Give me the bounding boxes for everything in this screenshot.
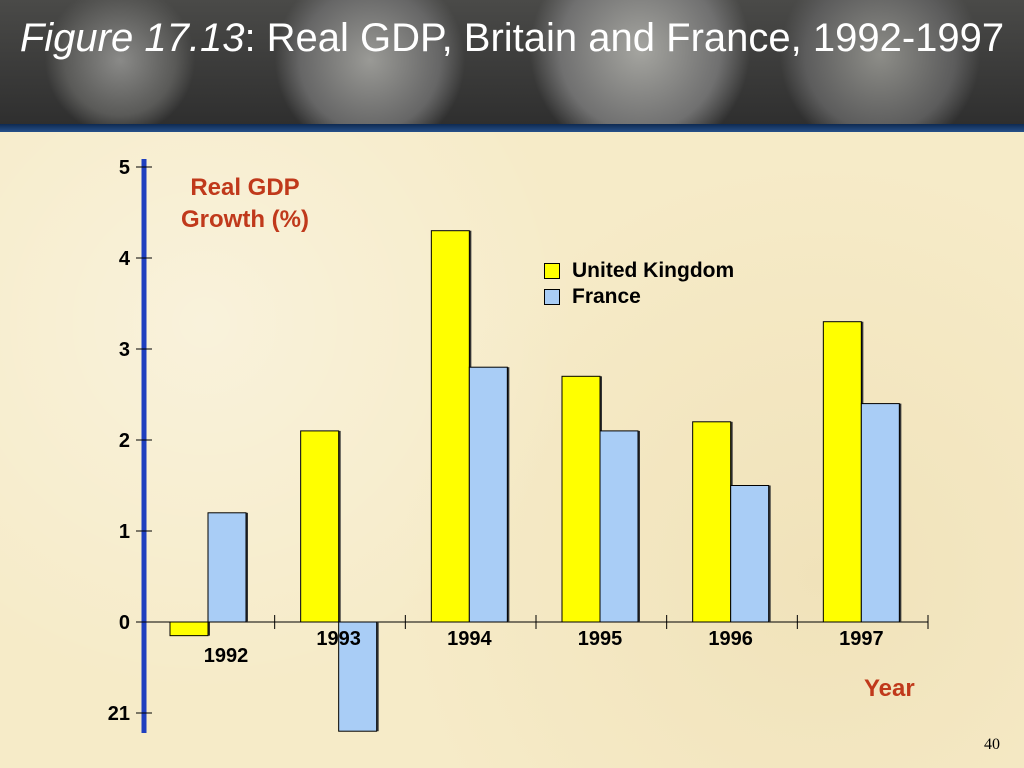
title-text: : Real GDP, Britain and France, 1992-199…: [244, 16, 1005, 60]
slide-title: Figure 17.13: Real GDP, Britain and Fran…: [0, 14, 1024, 62]
x-tick-label: 1997: [839, 628, 884, 650]
legend-swatch-uk: [544, 263, 560, 279]
y-tick-label: 1: [119, 521, 130, 543]
x-tick-label: 1994: [447, 628, 492, 650]
page-number: 40: [984, 736, 1000, 753]
bar-france-1994: [468, 366, 508, 623]
bar-france-1997: [860, 403, 900, 623]
bar-uk-1995: [561, 375, 601, 623]
x-tick-label: 1996: [708, 628, 753, 650]
y-axis-label: Real GDP Growth (%): [181, 174, 309, 233]
x-tick-label: 1995: [578, 628, 623, 650]
y-tick-label: 21: [108, 703, 130, 725]
header-coin-banner: [0, 0, 1024, 128]
x-tick-label: 1992: [204, 645, 249, 667]
y-tick-label: 2: [119, 430, 130, 452]
x-axis-label: Year: [864, 675, 915, 702]
y-tick-label: 5: [119, 157, 130, 179]
figure-number: Figure 17.13: [19, 16, 245, 60]
bar-france-1996: [730, 485, 770, 623]
legend-item-uk: United Kingdom: [544, 258, 734, 284]
gdp-bar-chart: 21 0 1 2 3 4 5 1992 1993 1994 1995 1996 1997: [108, 157, 929, 733]
bar-uk-1997: [822, 321, 862, 623]
bar-uk-1996: [692, 421, 732, 623]
legend-label-france: France: [572, 285, 641, 308]
y-tick-label: 0: [119, 612, 130, 634]
y-tick-label: 3: [119, 339, 130, 361]
bar-uk-1993: [300, 430, 340, 623]
legend-label-uk: United Kingdom: [572, 259, 735, 282]
y-tick-label: 4: [119, 248, 131, 270]
legend-swatch-france: [544, 289, 560, 305]
legend: United Kingdom France: [544, 258, 734, 310]
bar-france-1992: [207, 512, 247, 623]
bar-france-1995: [599, 430, 639, 623]
x-tick-label: 1993: [316, 628, 361, 650]
header-divider: [0, 124, 1024, 132]
bar-uk-1992: [169, 621, 209, 637]
bar-uk-1994: [430, 230, 470, 623]
legend-item-france: France: [544, 284, 734, 310]
bar-france-1993: [338, 621, 378, 732]
